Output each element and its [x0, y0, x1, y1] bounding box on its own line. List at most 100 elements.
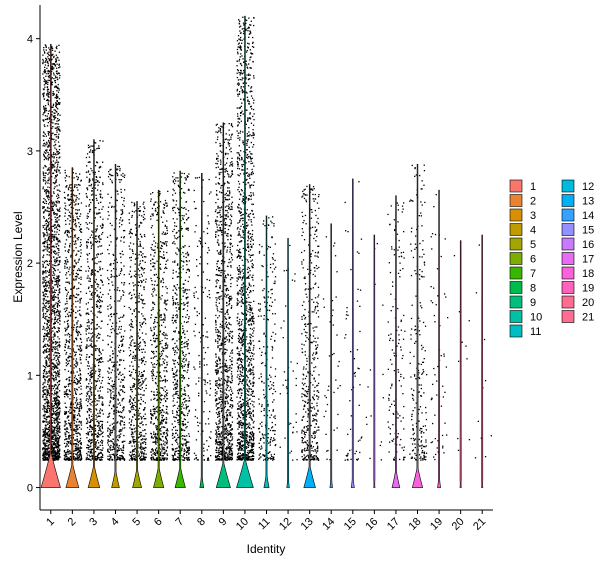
- point: [138, 226, 140, 228]
- point: [72, 403, 75, 405]
- point: [48, 169, 50, 171]
- point: [59, 431, 61, 433]
- point: [89, 146, 91, 148]
- point: [140, 245, 142, 248]
- point: [47, 131, 49, 133]
- point: [129, 248, 131, 250]
- point: [45, 373, 47, 375]
- point: [133, 357, 135, 359]
- point: [120, 455, 122, 457]
- point: [54, 352, 56, 354]
- point: [121, 420, 123, 422]
- point: [52, 407, 54, 410]
- point: [54, 227, 56, 229]
- point: [145, 278, 147, 280]
- point: [56, 415, 58, 417]
- point: [74, 219, 76, 221]
- point: [57, 430, 59, 432]
- point: [98, 364, 100, 367]
- point: [85, 171, 87, 173]
- point: [65, 256, 67, 259]
- point: [113, 422, 115, 424]
- point: [95, 278, 97, 281]
- point: [100, 193, 102, 195]
- point: [99, 212, 101, 214]
- point: [101, 227, 104, 229]
- point: [91, 448, 93, 450]
- point: [55, 54, 57, 56]
- point: [117, 368, 119, 370]
- point: [78, 193, 81, 195]
- point: [46, 347, 48, 350]
- point: [43, 451, 45, 453]
- point: [56, 102, 58, 104]
- point: [46, 371, 48, 373]
- point: [42, 73, 44, 75]
- point: [53, 405, 55, 407]
- point: [44, 172, 46, 174]
- point: [87, 362, 90, 364]
- point: [109, 358, 111, 360]
- point: [140, 222, 142, 224]
- point: [79, 337, 82, 340]
- point: [108, 171, 110, 173]
- point: [68, 422, 70, 424]
- point: [115, 436, 118, 438]
- point: [46, 233, 49, 235]
- point: [85, 270, 87, 272]
- point: [91, 373, 93, 376]
- point: [55, 434, 57, 436]
- point: [144, 235, 146, 238]
- point: [55, 61, 57, 63]
- point: [90, 373, 92, 375]
- point: [54, 457, 56, 460]
- point: [64, 260, 67, 262]
- point: [44, 64, 47, 66]
- point: [48, 371, 50, 373]
- point: [137, 378, 139, 380]
- point: [67, 385, 70, 387]
- point: [46, 392, 48, 394]
- point: [54, 224, 56, 226]
- point: [102, 376, 104, 379]
- point: [98, 349, 100, 351]
- point: [51, 175, 53, 178]
- point: [78, 374, 80, 376]
- point: [95, 241, 97, 243]
- point: [47, 95, 49, 97]
- point: [74, 220, 76, 222]
- point: [56, 309, 58, 311]
- point: [42, 435, 44, 437]
- point: [120, 349, 122, 351]
- point: [128, 219, 130, 221]
- point: [70, 196, 72, 198]
- point: [98, 427, 100, 429]
- point: [55, 412, 57, 415]
- point: [58, 458, 60, 460]
- point: [59, 444, 61, 446]
- point: [123, 282, 126, 284]
- point: [48, 430, 51, 432]
- point: [137, 343, 139, 346]
- point: [89, 280, 91, 282]
- point: [54, 117, 57, 119]
- point: [87, 337, 90, 339]
- point: [90, 247, 92, 249]
- point: [68, 390, 71, 392]
- point: [49, 306, 51, 308]
- point: [80, 269, 82, 272]
- point: [68, 441, 70, 443]
- point: [55, 171, 58, 173]
- point: [44, 70, 46, 73]
- point: [65, 230, 67, 232]
- point: [98, 261, 100, 263]
- point: [47, 431, 50, 433]
- point: [135, 371, 137, 374]
- point: [56, 231, 58, 233]
- point: [55, 95, 57, 97]
- point: [80, 442, 82, 444]
- point: [46, 428, 48, 430]
- point: [101, 444, 104, 446]
- point: [56, 45, 58, 47]
- point: [94, 398, 97, 400]
